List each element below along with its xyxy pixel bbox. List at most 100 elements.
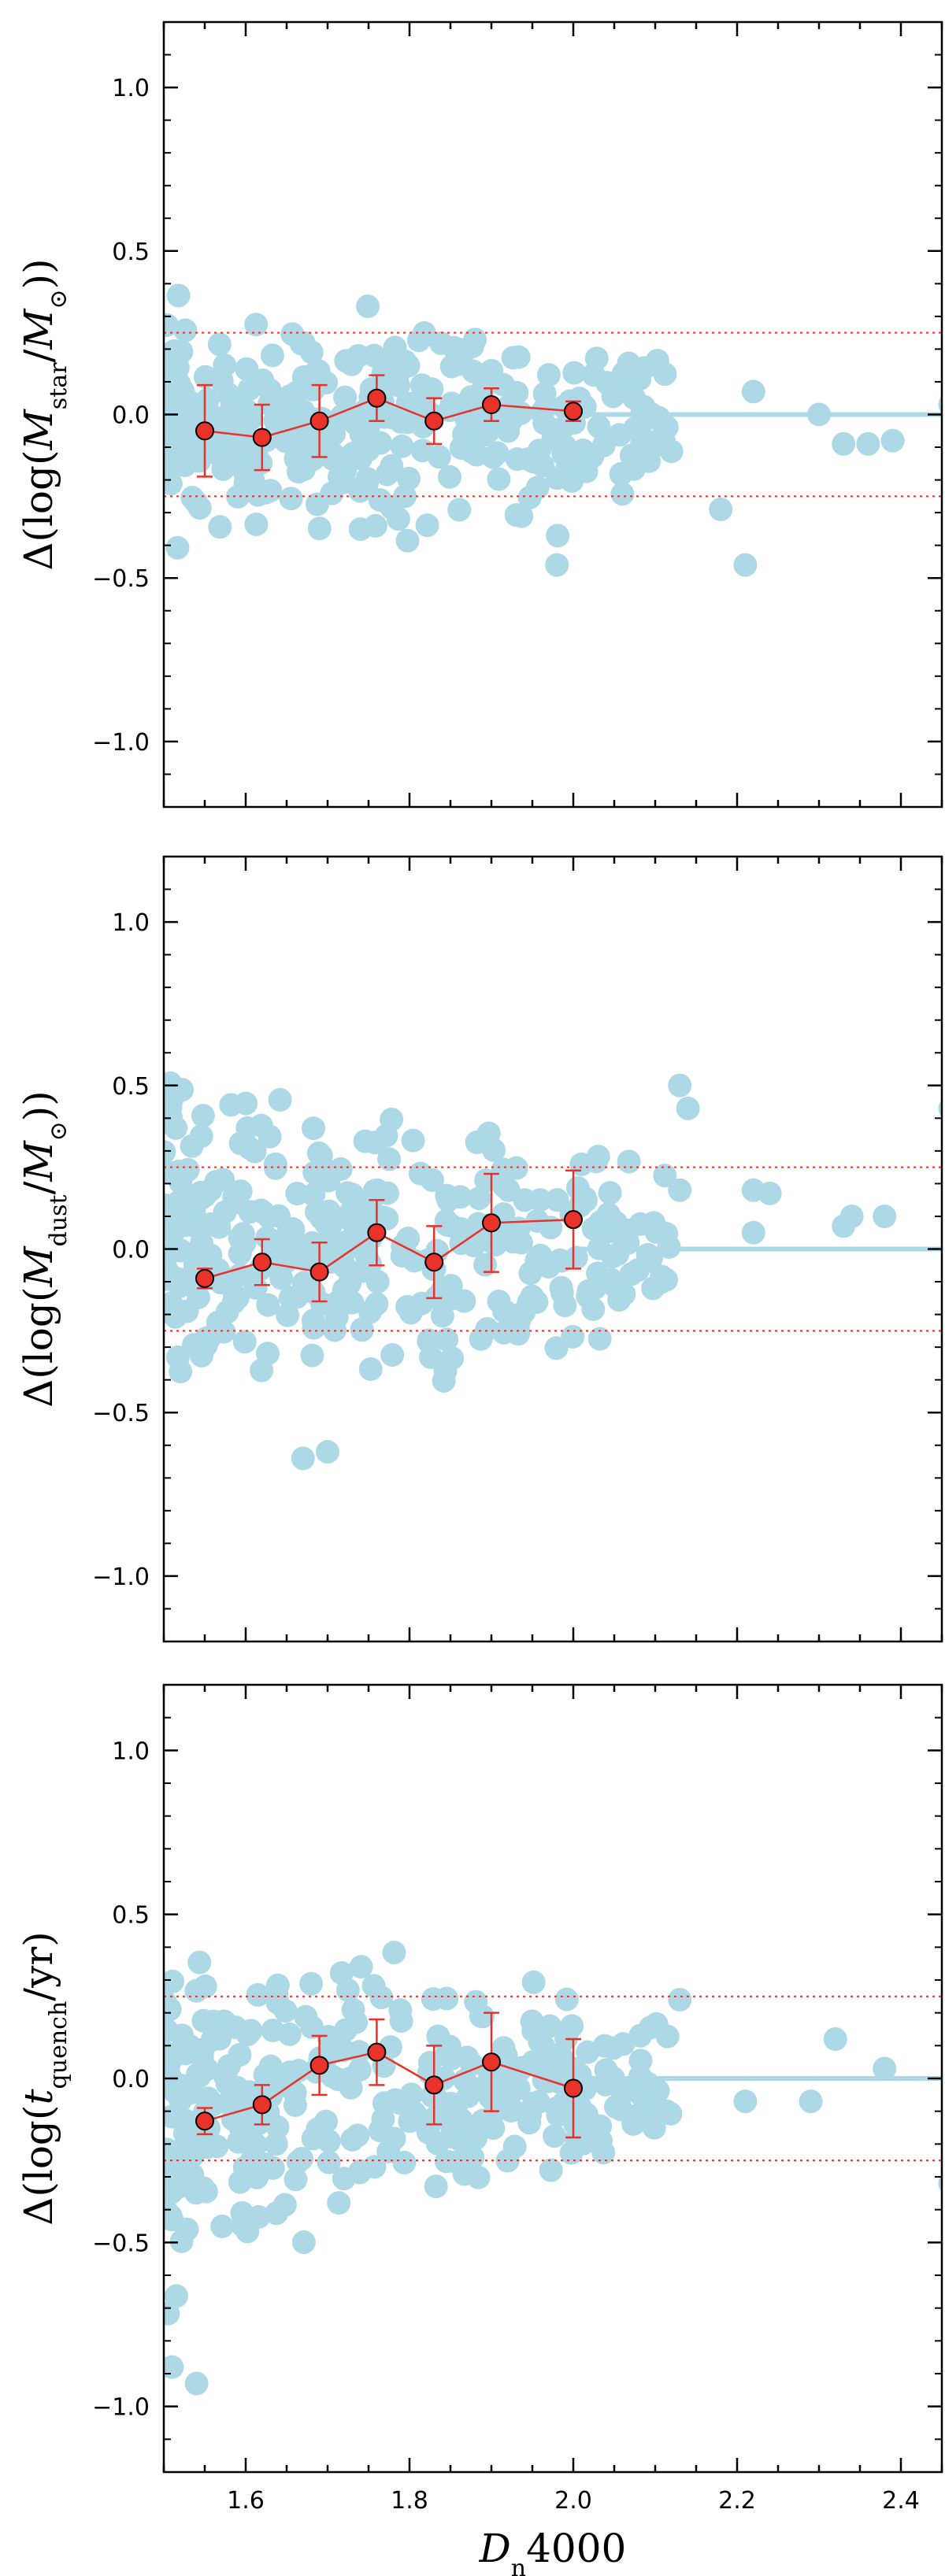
scatter-point xyxy=(212,1319,236,1344)
scatter-point xyxy=(435,1212,459,1237)
scatter-point xyxy=(346,2123,370,2148)
scatter-point xyxy=(194,1333,218,1357)
scatter-point xyxy=(300,2015,324,2039)
panel-stellar-mass: 1.0 0.5 0.0 −0.5 −1.0 Δ(log(Mstar/M⊙)) xyxy=(16,20,943,809)
scatter-point xyxy=(338,2067,362,2091)
scatter-point xyxy=(263,1152,287,1176)
scatter-point xyxy=(447,498,472,522)
scatter-point xyxy=(273,1999,298,2023)
scatter-point xyxy=(227,405,251,430)
scatter-point xyxy=(258,1124,282,1149)
scatter-point xyxy=(365,1292,389,1316)
scatter-point xyxy=(332,1255,357,1279)
scatter-point xyxy=(562,361,587,385)
scatter-point xyxy=(211,1168,235,1192)
scatter-point xyxy=(644,433,669,457)
scatter-point xyxy=(250,1358,274,1382)
y-axis-label: Δ(log(Mstar/M⊙)) xyxy=(16,258,72,570)
scatter-point xyxy=(469,2004,493,2028)
mean-point xyxy=(252,1253,272,1272)
panel-dust-mass: 1.0 0.5 0.0 −0.5 −1.0 Δ(log(Mdust/M⊙)) xyxy=(16,855,943,1643)
scatter-point xyxy=(251,1200,276,1224)
scatter-point xyxy=(654,415,679,439)
mean-point xyxy=(367,1223,387,1242)
scatter-point xyxy=(528,1188,552,1212)
scatter-point xyxy=(873,1204,897,1228)
scatter-point xyxy=(303,361,328,385)
scatter-point xyxy=(733,2089,758,2114)
scatter-point xyxy=(856,431,880,456)
scatter-point xyxy=(445,2150,469,2174)
scatter-point xyxy=(208,515,232,539)
scatter-point xyxy=(586,1144,610,1168)
scatter-point xyxy=(164,2301,180,2326)
mean-point xyxy=(195,421,214,441)
scatter-point xyxy=(653,1164,677,1188)
scatter-point xyxy=(256,1293,280,1317)
scatter-point xyxy=(644,1220,669,1244)
y-tick-label: −1.0 xyxy=(92,2394,150,2422)
scatter-point xyxy=(395,528,420,553)
scatter-point xyxy=(545,553,569,577)
scatter-point xyxy=(219,1093,243,1117)
scatter-point xyxy=(586,1261,610,1286)
scatter-point xyxy=(335,1978,360,2002)
scatter-points xyxy=(164,1071,942,1471)
scatter-point xyxy=(495,2149,520,2173)
scatter-point xyxy=(386,507,410,531)
scatter-point xyxy=(191,1104,215,1128)
scatter-point xyxy=(328,1157,353,1181)
scatter-point xyxy=(709,497,733,521)
scatter-point xyxy=(658,2101,683,2126)
x-tick-label: 2.4 xyxy=(882,2487,920,2515)
scatter-point xyxy=(291,331,316,355)
scatter-point xyxy=(466,2165,491,2189)
scatter-point xyxy=(587,1327,612,1351)
scatter-point xyxy=(164,1116,188,1140)
scatter-point xyxy=(176,2033,201,2057)
scatter-point xyxy=(349,1955,373,1979)
scatter-point xyxy=(358,1356,383,1381)
scatter-point xyxy=(320,481,344,505)
scatter-point xyxy=(491,1157,515,1182)
scatter-point xyxy=(187,1950,212,1975)
scatter-point xyxy=(741,379,765,404)
scatter-point xyxy=(408,1161,432,1186)
scatter-point xyxy=(333,385,358,409)
scatter-point xyxy=(244,513,269,537)
scatter-point xyxy=(823,2027,847,2051)
scatter-point xyxy=(300,1343,324,1368)
scatter-point xyxy=(250,368,275,392)
y-tick-label: 1.0 xyxy=(112,75,150,102)
scatter-point xyxy=(481,2115,506,2140)
scatter-point xyxy=(228,2042,252,2067)
scatter-point xyxy=(186,2062,210,2086)
scatter-point xyxy=(415,513,439,538)
binned-means xyxy=(195,1169,583,1303)
scatter-point xyxy=(164,2196,177,2220)
scatter-point xyxy=(506,1322,531,1346)
scatter-point xyxy=(277,400,302,424)
scatter-point xyxy=(164,2284,188,2308)
scatter-point xyxy=(286,2149,310,2174)
scatter-point xyxy=(524,1290,549,1314)
scatter-point xyxy=(210,2214,235,2238)
scatter-point xyxy=(482,1138,506,1162)
scatter-point xyxy=(235,2219,260,2244)
scatter-point xyxy=(589,2129,613,2153)
scatter-point xyxy=(401,1128,425,1153)
scatter-point xyxy=(306,2117,330,2141)
mean-point xyxy=(309,2056,329,2075)
scatter-point xyxy=(466,2077,491,2101)
scatter-point xyxy=(532,382,557,406)
scatter-point xyxy=(532,2034,556,2059)
scatter-point xyxy=(545,1188,569,1212)
scatter-point xyxy=(315,1231,339,1256)
x-tick-label: 2.2 xyxy=(718,2487,756,2515)
plot-area xyxy=(164,1941,942,2396)
mean-point xyxy=(482,2052,501,2072)
scatter-point xyxy=(302,1116,326,1141)
scatter-point xyxy=(344,446,369,471)
y-axis-label: Δ(log(Mdust/M⊙)) xyxy=(16,1090,72,1408)
y-tick-label: 1.0 xyxy=(112,909,150,937)
